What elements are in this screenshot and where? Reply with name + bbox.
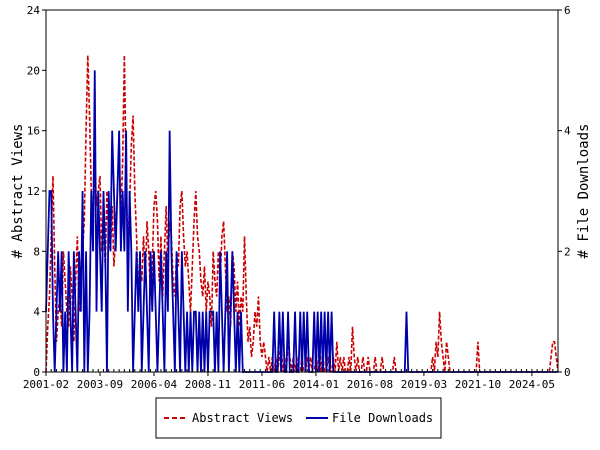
y-tick-label-left: 24 xyxy=(27,4,41,17)
x-axis: 2001-02 2003-09 2006-04 2008-11 2011-06 2014-… xyxy=(23,372,555,391)
y-axis-right: 0 2 4 6 xyxy=(558,4,571,379)
y-axis-label-right: # File Downloads xyxy=(576,124,592,259)
y-axis-left: 0 4 8 12 16 20 24 xyxy=(27,4,46,379)
x-tick-label: 2019-03 xyxy=(401,378,447,391)
y-tick-label-left: 16 xyxy=(27,125,40,138)
x-tick-label: 2001-02 xyxy=(23,378,69,391)
legend-label-abstract-views: Abstract Views xyxy=(192,411,293,425)
legend-box xyxy=(155,397,442,439)
x-minor-ticks xyxy=(45,369,559,372)
y-tick-label-left: 0 xyxy=(33,366,40,379)
x-tick-label: 2016-08 xyxy=(347,378,393,391)
y-tick-label-left: 20 xyxy=(27,64,40,77)
x-tick-label: 2003-09 xyxy=(77,378,123,391)
x-tick-label: 2011-06 xyxy=(239,378,285,391)
x-tick-label: 2006-04 xyxy=(131,378,178,391)
y-tick-label-right: 0 xyxy=(564,366,571,379)
y-tick-label-right: 4 xyxy=(564,125,571,138)
y-tick-label-left: 8 xyxy=(33,245,40,258)
x-tick-label: 2014-01 xyxy=(293,378,339,391)
y-tick-label-left: 4 xyxy=(33,306,40,319)
x-tick-label: 2021-10 xyxy=(455,378,501,391)
y-axis-label-left: # Abstract Views xyxy=(10,124,26,259)
x-tick-label: 2024-05 xyxy=(509,378,555,391)
legend-label-file-downloads: File Downloads xyxy=(332,411,433,425)
x-tick-label: 2008-11 xyxy=(185,378,231,391)
y-tick-label-right: 6 xyxy=(564,4,571,17)
y-tick-label-left: 12 xyxy=(27,185,40,198)
legend: Abstract Views File Downloads xyxy=(155,397,442,439)
y-tick-label-right: 2 xyxy=(564,245,571,258)
